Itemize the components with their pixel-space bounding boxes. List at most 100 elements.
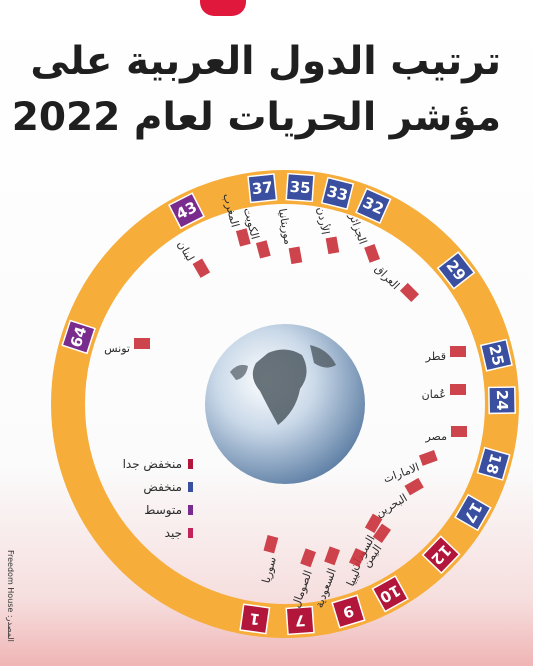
flag-icon xyxy=(325,236,340,255)
flag-icon xyxy=(364,243,380,263)
score-badge-box xyxy=(285,605,315,636)
flag-icon xyxy=(404,477,424,496)
flag-icon xyxy=(349,547,366,568)
legend-item: منخفض جدا xyxy=(123,457,193,472)
country-name: العراق xyxy=(372,262,402,292)
legend-swatch xyxy=(188,505,193,515)
legend-swatch xyxy=(188,482,193,492)
legend-label: متوسط xyxy=(144,503,182,518)
title-line-1: ترتيب الدول العربية على xyxy=(30,39,501,84)
country-label: قطر xyxy=(425,346,466,363)
score-badge-box xyxy=(476,446,511,481)
score-badge-box xyxy=(61,319,96,355)
country-label: البحرين xyxy=(373,477,424,520)
flag-icon xyxy=(255,240,271,259)
country-label: تونس xyxy=(104,338,150,355)
score-badge-value: 33 xyxy=(325,182,350,205)
flag-icon xyxy=(324,546,341,566)
country-name: عُمان xyxy=(422,388,446,401)
score-badge-value: 1 xyxy=(248,609,261,628)
flag-icon xyxy=(300,548,317,568)
score-badge-box xyxy=(488,386,516,415)
score-badge-box xyxy=(168,192,205,230)
score-badge-box xyxy=(421,535,461,575)
flag-icon xyxy=(451,426,467,437)
country-name: الأردن xyxy=(314,206,333,236)
flag-icon xyxy=(235,228,251,247)
country-label: ليبيا xyxy=(344,547,366,589)
score-badge-box xyxy=(239,603,271,635)
country-name: تونس xyxy=(104,342,130,355)
legend-item: جيد xyxy=(165,526,193,540)
country-label: الامارات xyxy=(382,450,438,486)
score-badge-value: 9 xyxy=(341,601,356,621)
score-badge-box xyxy=(320,176,355,211)
country-name: قطر xyxy=(425,350,446,363)
country-name: موريتانيا xyxy=(276,207,295,245)
flag-icon xyxy=(364,513,383,534)
score-badge: 12 xyxy=(421,535,461,575)
globe-icon xyxy=(205,324,365,484)
score-badge: 1 xyxy=(239,603,271,635)
score-badge: 29 xyxy=(436,251,476,290)
score-badge-box xyxy=(371,575,409,613)
score-badge: 35 xyxy=(285,172,315,203)
score-badge: 7 xyxy=(285,605,315,636)
score-badge-box xyxy=(479,338,513,372)
title-line-2: مؤشر الحريات لعام 2022 xyxy=(11,95,501,140)
score-badge: 64 xyxy=(61,319,96,355)
score-badge: 9 xyxy=(331,594,366,629)
score-badge: 18 xyxy=(476,446,511,481)
flag-icon xyxy=(263,535,279,554)
score-badge-value: 18 xyxy=(482,451,505,476)
legend-label: جيد xyxy=(165,526,182,540)
corner-mark xyxy=(200,0,246,16)
score-badge-value: 64 xyxy=(67,324,91,349)
score-badge: 10 xyxy=(371,575,409,613)
score-badge-value: 35 xyxy=(289,178,311,197)
legend-label: منخفض جدا xyxy=(123,457,182,472)
flag-icon xyxy=(372,523,392,544)
country-name: مصر xyxy=(424,430,447,443)
flag-icon xyxy=(450,384,466,395)
score-badge-box xyxy=(331,594,366,629)
legend-swatch xyxy=(188,528,193,538)
flag-icon xyxy=(288,246,303,265)
country-name: ليبيا xyxy=(344,568,363,589)
score-badge-box xyxy=(247,173,278,204)
country-label: مصر xyxy=(424,426,467,443)
score-badge: 37 xyxy=(247,173,278,204)
country-label: موريتانيا xyxy=(276,207,303,265)
country-label: الأردن xyxy=(314,206,340,255)
source-note: المصدر: Freedom House xyxy=(6,550,15,642)
score-badge: 25 xyxy=(479,338,513,372)
score-badge-value: 37 xyxy=(251,178,274,198)
country-name: البحرين xyxy=(373,491,409,519)
flag-icon xyxy=(450,346,466,357)
score-badge-value: 25 xyxy=(485,343,507,367)
country-label: سوريا xyxy=(259,535,279,584)
page-title: ترتيب الدول العربية على مؤشر الحريات لعا… xyxy=(11,34,501,146)
score-badge-box xyxy=(285,172,315,203)
score-badge-value: 24 xyxy=(493,390,511,411)
country-name: سوريا xyxy=(259,555,278,584)
flag-icon xyxy=(418,450,438,466)
score-badge: 32 xyxy=(355,187,392,224)
country-label: العراق xyxy=(372,262,420,303)
score-badge-box xyxy=(436,251,476,290)
score-badge-box xyxy=(355,187,392,224)
flag-icon xyxy=(399,282,420,303)
score-badge: 33 xyxy=(320,176,355,211)
flag-icon xyxy=(192,258,211,278)
legend-item: منخفض xyxy=(143,480,193,495)
flag-icon xyxy=(134,338,150,349)
legend-label: منخفض xyxy=(143,480,182,495)
score-badge: 17 xyxy=(454,493,492,532)
legend-swatch xyxy=(188,459,193,469)
legend-item: متوسط xyxy=(144,503,193,518)
country-name: لبنان xyxy=(175,238,197,263)
score-badge-value: 7 xyxy=(294,611,306,630)
score-badge-box xyxy=(454,493,492,532)
country-label: لبنان xyxy=(175,238,211,278)
